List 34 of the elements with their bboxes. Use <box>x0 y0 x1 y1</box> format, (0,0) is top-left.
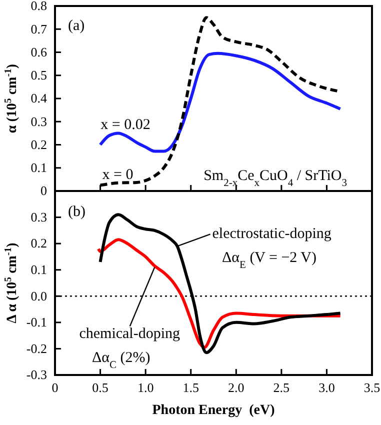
y-tick-label: 0.4 <box>30 90 48 106</box>
x-tick-label: 1.5 <box>182 380 199 396</box>
annotation: chemical-doping <box>79 326 181 342</box>
y-tick-label: 0.1 <box>30 262 47 278</box>
y-tick-label: 0.0 <box>30 288 47 304</box>
y-tick-label: -0.2 <box>26 340 47 356</box>
x-tick-label: 2.5 <box>273 380 290 396</box>
y-tick-label: 0.8 <box>30 0 47 14</box>
x-tick-label: 0 <box>52 380 58 396</box>
y-tick-label: 0.6 <box>30 44 48 60</box>
annotation: x = 0.02 <box>100 117 150 134</box>
annotation: electrostatic-doping <box>212 226 332 242</box>
y-tick-label: 0.3 <box>30 114 47 129</box>
y-tick-label: 0 <box>40 183 47 198</box>
y-tick-label: 0.5 <box>30 68 47 83</box>
x-tick-label: 2.0 <box>228 380 244 396</box>
y-tick-label: 0.3 <box>30 209 47 224</box>
x-tick-label: 1.0 <box>137 380 154 396</box>
y-tick-label: -0.1 <box>26 314 47 330</box>
y-tick-label: 0.7 <box>30 21 48 36</box>
annotation: (a) <box>68 18 85 34</box>
y-tick-label: -0.3 <box>26 367 47 382</box>
x-tick-label: 0.5 <box>92 380 108 396</box>
x-tick-label: 3.5 <box>364 380 380 396</box>
y-tick-label: 0.2 <box>30 236 47 251</box>
annotation: Δα$_{C}$ (2%) <box>92 350 150 370</box>
x-tick-label: 3.0 <box>318 380 335 396</box>
y-tick-label: 0.2 <box>30 136 47 152</box>
annotation: Δα$_{E}$ (V = −2 V) <box>222 250 316 270</box>
x-axis-title: Photon Energy (eV) <box>152 403 276 418</box>
annotation: (b) <box>68 204 86 220</box>
y-tick-label: 0.1 <box>30 160 47 176</box>
annotation: x = 0 <box>102 167 134 184</box>
line-series <box>98 52 342 153</box>
